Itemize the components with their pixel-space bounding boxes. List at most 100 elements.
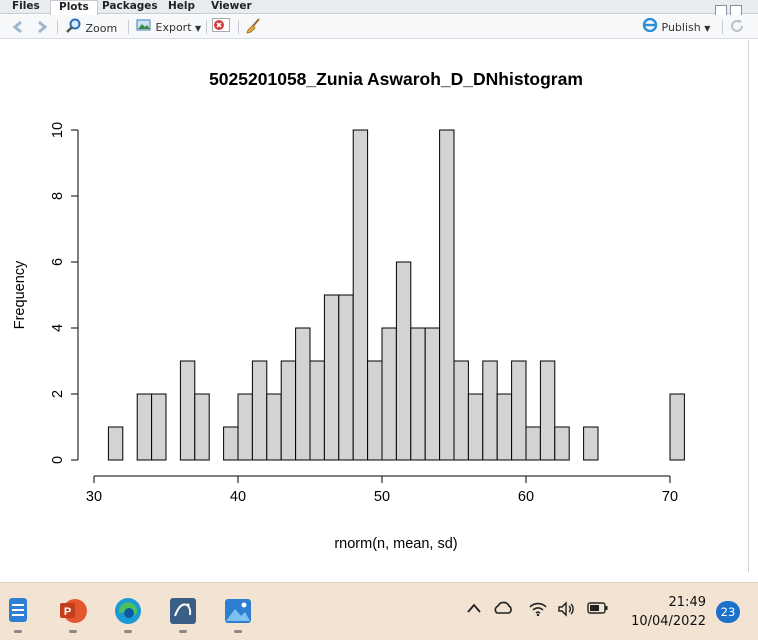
histogram-bars	[107, 129, 685, 461]
histogram-bar	[251, 360, 268, 461]
chart-title: 5025201058_Zunia Aswaroh_D_DNhistogram	[209, 69, 583, 89]
x-axis: 30 40 50 60 70	[86, 475, 678, 505]
histogram-bar	[467, 393, 484, 461]
histogram-chart: 5025201058_Zunia Aswaroh_D_DNhistogram r…	[12, 69, 685, 552]
mysql-icon[interactable]	[168, 596, 196, 624]
histogram-bar	[136, 393, 153, 461]
y-tick-label: 6	[50, 258, 66, 266]
histogram-bar	[453, 360, 469, 461]
histogram-bar	[583, 426, 599, 461]
tab-files[interactable]: Files	[12, 0, 40, 12]
histogram-bar	[410, 327, 426, 461]
x-tick-label: 30	[86, 489, 102, 505]
histogram-bar	[439, 129, 455, 461]
publish-label: Publish	[661, 21, 701, 34]
chevron-down-icon: ▼	[704, 24, 711, 33]
clock-time: 21:49	[668, 595, 706, 610]
histogram-bar	[352, 129, 369, 461]
histogram-bar	[539, 360, 556, 461]
histogram-bar	[179, 360, 196, 461]
back-arrow-icon[interactable]	[10, 18, 26, 36]
clock-date: 10/04/2022	[631, 614, 706, 629]
onedrive-cloud-icon[interactable]	[492, 601, 514, 619]
y-tick-label: 4	[50, 324, 66, 332]
remove-plot-icon	[212, 18, 230, 38]
forward-arrow-icon[interactable]	[34, 18, 50, 36]
edge-icon[interactable]	[113, 596, 141, 624]
zoom-icon	[66, 18, 82, 40]
y-axis: 0 2 4 6 8 10	[50, 122, 79, 464]
x-tick-label: 50	[374, 489, 390, 505]
histogram-bar	[194, 393, 210, 461]
histogram-bar	[511, 360, 527, 461]
y-tick-label: 2	[50, 390, 66, 398]
tab-viewer[interactable]: Viewer	[211, 0, 252, 12]
running-indicator	[124, 630, 132, 633]
remove-plot-button[interactable]	[212, 18, 230, 36]
histogram-bar	[424, 327, 441, 461]
plot-viewer: 5025201058_Zunia Aswaroh_D_DNhistogram r…	[5, 40, 749, 572]
publish-icon	[642, 17, 658, 38]
toolbar-divider	[57, 20, 58, 34]
tab-help[interactable]: Help	[168, 0, 196, 12]
pane-window-controls	[712, 1, 742, 16]
powerpoint-icon[interactable]: P	[58, 596, 87, 624]
windows-taskbar: P 21:49 10/04/2022 23	[0, 582, 758, 640]
tab-packages[interactable]: Packages	[102, 0, 158, 12]
notification-count-badge[interactable]: 23	[716, 601, 740, 623]
y-tick-label: 0	[50, 456, 66, 464]
histogram-bar	[309, 360, 325, 461]
running-indicator	[14, 630, 22, 633]
x-tick-label: 40	[230, 489, 246, 505]
refresh-icon	[729, 18, 745, 40]
histogram-bar	[323, 294, 340, 461]
histogram-bar	[669, 393, 685, 461]
x-tick-label: 70	[662, 489, 678, 505]
histogram-bar	[482, 360, 498, 461]
export-button[interactable]: Export ▼	[136, 18, 201, 36]
histogram-bar	[367, 360, 383, 461]
histogram-bar	[395, 261, 412, 461]
battery-icon[interactable]	[587, 601, 609, 619]
histogram-bar	[295, 327, 311, 461]
histogram-bar	[554, 426, 570, 461]
histogram-bar	[381, 327, 397, 461]
svg-text:P: P	[64, 606, 71, 618]
running-indicator	[69, 630, 77, 633]
wifi-icon[interactable]	[528, 601, 548, 621]
histogram-bar	[266, 393, 282, 461]
chevron-down-icon: ▼	[195, 24, 202, 33]
toolbar-divider	[722, 20, 723, 34]
broom-icon	[245, 18, 261, 40]
y-tick-label: 8	[50, 192, 66, 200]
histogram-bar	[338, 294, 354, 461]
export-image-icon	[136, 18, 152, 38]
histogram-bar	[496, 393, 513, 461]
histogram-bar	[280, 360, 297, 461]
y-axis-label: Frequency	[12, 260, 28, 329]
tab-plots[interactable]: Plots	[50, 0, 98, 15]
toolbar-divider	[128, 20, 129, 34]
export-label: Export	[155, 21, 192, 34]
histogram-bar	[151, 393, 167, 461]
histogram-bar	[237, 393, 253, 461]
photos-icon[interactable]	[223, 596, 251, 624]
histogram-bar	[107, 426, 124, 461]
running-indicator	[179, 630, 187, 633]
clear-all-plots-button[interactable]	[245, 18, 261, 36]
x-tick-label: 60	[518, 489, 534, 505]
pane-tab-bar: Files Plots Packages Help Viewer	[0, 0, 758, 16]
y-tick-label: 10	[50, 122, 66, 138]
toolbar-divider	[238, 20, 239, 34]
zoom-label: Zoom	[85, 22, 118, 35]
speaker-volume-icon[interactable]	[557, 601, 577, 621]
show-hidden-icons-chevron-icon[interactable]	[466, 601, 482, 619]
x-axis-label: rnorm(n, mean, sd)	[334, 536, 457, 552]
histogram-bar	[525, 426, 541, 461]
plots-toolbar: Zoom Export ▼ Publish ▼	[0, 15, 758, 39]
refresh-button[interactable]	[729, 18, 745, 36]
notepad-icon[interactable]	[6, 596, 34, 624]
publish-button[interactable]: Publish ▼	[642, 17, 711, 38]
system-clock[interactable]: 21:49 10/04/2022	[631, 593, 706, 631]
zoom-button[interactable]: Zoom	[66, 18, 117, 36]
